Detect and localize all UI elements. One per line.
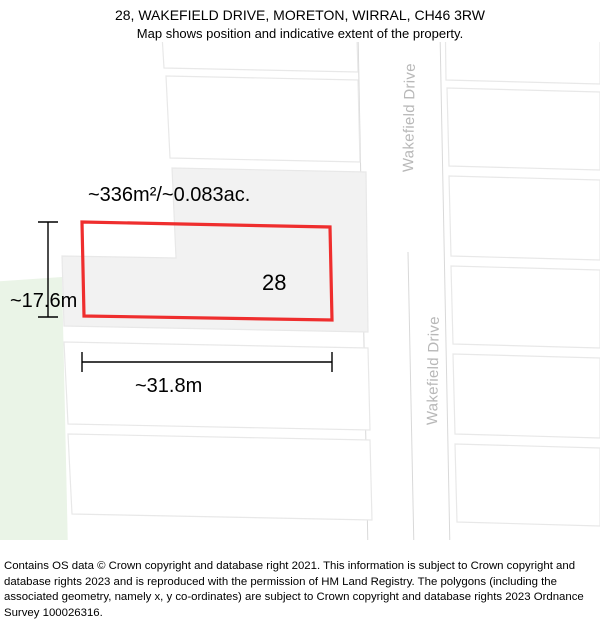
house-number-label: 28 xyxy=(262,270,286,296)
copyright-footer: Contains OS data © Crown copyright and d… xyxy=(4,559,596,621)
width-dimension-label: ~31.8m xyxy=(135,375,202,398)
height-dimension-label: ~17.6m xyxy=(10,290,77,313)
map-subtitle: Map shows position and indicative extent… xyxy=(0,25,600,43)
header: 28, WAKEFIELD DRIVE, MORETON, WIRRAL, CH… xyxy=(0,0,600,42)
road-name-label-upper: Wakefield Drive xyxy=(400,63,419,172)
address-title: 28, WAKEFIELD DRIVE, MORETON, WIRRAL, CH… xyxy=(0,6,600,25)
area-label: ~336m²/~0.083ac. xyxy=(88,184,250,207)
map-canvas: ~336m²/~0.083ac. ~17.6m ~31.8m 28 Wakefi… xyxy=(0,42,600,540)
road-name-label-lower: Wakefield Drive xyxy=(424,316,443,425)
